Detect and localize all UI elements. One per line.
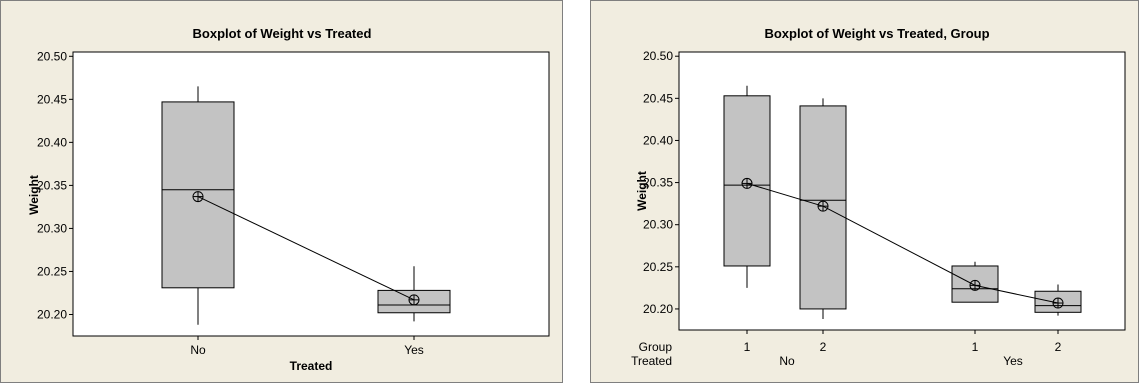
group-tick-label: 1 <box>744 340 751 354</box>
mean-symbol <box>1052 297 1064 309</box>
y-axis-label: Weight <box>635 171 649 211</box>
group-tick-label: 2 <box>1055 340 1062 354</box>
plot-area <box>72 51 550 337</box>
y-tick-label: 20.20 <box>37 307 67 321</box>
y-tick-label: 20.20 <box>643 302 673 316</box>
y-tick-label: 20.35 <box>643 176 673 190</box>
mean-symbol <box>192 191 204 203</box>
group-tick-label: 1 <box>972 340 979 354</box>
y-axis-ticks: 20.20 20.25 20.30 20.35 20.40 20.45 20.50 <box>643 49 679 316</box>
x-axis-ticks: 1 2 No 1 2 Yes <box>744 330 1062 368</box>
y-tick-label: 20.45 <box>643 91 673 105</box>
x-tick-label: No <box>190 343 206 357</box>
chart-panel-treated-group: Boxplot of Weight vs Treated, Group Weig… <box>590 0 1139 383</box>
y-tick-label: 20.35 <box>37 178 67 192</box>
means <box>192 191 420 306</box>
y-tick-label: 20.40 <box>643 133 673 147</box>
mean-symbol <box>817 200 829 212</box>
means <box>741 177 1064 309</box>
treated-tick-label: Yes <box>1003 354 1023 368</box>
y-tick-label: 20.45 <box>37 92 67 106</box>
chart-title: Boxplot of Weight vs Treated <box>193 26 372 41</box>
mean-symbol <box>408 294 420 306</box>
y-tick-label: 20.50 <box>643 49 673 63</box>
x-axis-ticks: No Yes <box>190 336 424 357</box>
mean-connect-line <box>746 182 1059 304</box>
mean-connect-line <box>197 196 415 301</box>
chart-panel-treated: Boxplot of Weight vs Treated Weight Trea… <box>0 0 563 383</box>
row-label-treated: Treated <box>631 354 672 368</box>
y-tick-label: 20.30 <box>643 218 673 232</box>
y-tick-label: 20.50 <box>37 49 67 63</box>
treated-tick-label: No <box>779 354 795 368</box>
mean-symbol <box>969 279 981 291</box>
row-label-group: Group <box>639 340 673 354</box>
x-tick-label: Yes <box>404 343 424 357</box>
y-axis-label: Weight <box>27 175 41 215</box>
mean-symbol <box>741 177 753 189</box>
y-tick-label: 20.25 <box>643 260 673 274</box>
group-tick-label: 2 <box>820 340 827 354</box>
y-axis-ticks: 20.20 20.25 20.30 20.35 20.40 20.45 20.50 <box>37 49 73 321</box>
chart-title: Boxplot of Weight vs Treated, Group <box>764 26 989 41</box>
y-tick-label: 20.40 <box>37 135 67 149</box>
x-axis-label: Treated <box>290 359 333 373</box>
y-tick-label: 20.25 <box>37 264 67 278</box>
y-tick-label: 20.30 <box>37 221 67 235</box>
